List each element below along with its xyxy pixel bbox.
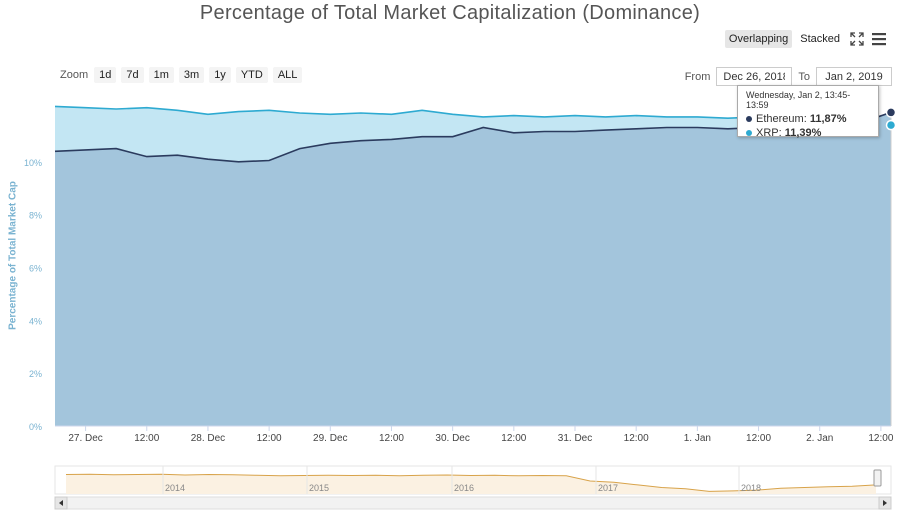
y-tick-label: 4%	[29, 316, 42, 326]
zoom-1d-button[interactable]: 1d	[94, 67, 117, 83]
zoom-1m-button[interactable]: 1m	[148, 67, 174, 83]
x-tick-label: 12:00	[868, 433, 893, 444]
tooltip-row-ethereum: Ethereum: 11,87%	[746, 112, 870, 126]
y-axis-title: Percentage of Total Market Cap	[7, 181, 19, 330]
navigator-x-label: 2018	[741, 483, 761, 493]
scrollbar-track[interactable]	[54, 496, 892, 510]
y-tick-label: 10%	[24, 158, 42, 168]
zoom-label: Zoom	[60, 69, 89, 81]
from-label: From	[684, 70, 711, 83]
chart-title: Percentage of Total Market Capitalizatio…	[199, 2, 701, 24]
xrp-hover-marker[interactable]	[885, 119, 897, 131]
ethereum-dot-icon	[746, 116, 752, 123]
zoom-all-button[interactable]: ALL	[272, 67, 303, 83]
zoom-3m-button[interactable]: 3m	[178, 67, 205, 83]
zoom-1y-button[interactable]: 1y	[209, 67, 231, 83]
zoom-ytd-button[interactable]: YTD	[235, 67, 268, 83]
x-tick-label: 12:00	[501, 433, 526, 444]
navigator-x-label: 2016	[454, 483, 474, 493]
y-tick-label: 2%	[29, 369, 42, 379]
x-tick-label: 12:00	[134, 433, 159, 444]
ethereum-hover-marker[interactable]	[885, 107, 897, 118]
navigator-x-label: 2017	[598, 483, 618, 493]
tooltip-series-value: 11,87%	[809, 113, 847, 125]
x-tick-label: 29. Dec	[313, 433, 347, 444]
navigator-x-label: 2014	[165, 483, 185, 493]
stacked-button[interactable]: Stacked	[796, 30, 844, 48]
navigator-x-label: 2015	[309, 483, 329, 493]
x-tick-label: 30. Dec	[435, 433, 469, 444]
x-tick-label: 2. Jan	[806, 433, 833, 444]
x-tick-label: 31. Dec	[558, 433, 592, 444]
from-date-input[interactable]	[716, 67, 793, 86]
xrp-dot-icon	[746, 130, 752, 137]
x-tick-label: 27. Dec	[68, 433, 102, 444]
tooltip-header: Wednesday, Jan 2, 13:45-13:59	[746, 90, 851, 110]
expand-icon[interactable]	[848, 30, 866, 48]
tooltip-series-value: 11,39%	[784, 127, 822, 139]
zoom-bar: Zoom 1d 7d 1m 3m 1y YTD ALL	[60, 67, 305, 83]
tooltip-row-xrp: XRP: 11,39%	[746, 126, 870, 140]
view-toggle: Overlapping Stacked	[724, 30, 888, 48]
x-tick-label: 12:00	[379, 433, 404, 444]
tooltip-series-name: Ethereum	[756, 113, 804, 125]
x-tick-label: 12:00	[624, 433, 649, 444]
y-tick-label: 0%	[29, 422, 42, 432]
tooltip-series-name: XRP	[756, 127, 779, 139]
x-tick-label: 12:00	[746, 433, 771, 444]
navigator-line	[65, 473, 877, 492]
x-tick-label: 1. Jan	[684, 433, 711, 444]
scroll-left-arrow-icon	[59, 500, 63, 506]
x-tick-label: 28. Dec	[191, 433, 225, 444]
x-tick-label: 12:00	[257, 433, 282, 444]
navigator-handle[interactable]	[873, 469, 882, 487]
hamburger-menu-icon[interactable]	[870, 30, 888, 48]
scroll-right-arrow-icon	[883, 500, 887, 506]
ethereum-area	[55, 112, 891, 427]
y-tick-label: 6%	[29, 264, 42, 274]
zoom-7d-button[interactable]: 7d	[121, 67, 144, 83]
navigator-area	[66, 474, 876, 494]
to-label: To	[798, 70, 810, 83]
y-tick-label: 8%	[29, 211, 42, 221]
overlapping-button[interactable]: Overlapping	[724, 30, 793, 48]
tooltip: Wednesday, Jan 2, 13:45-13:59 Ethereum: …	[737, 85, 879, 140]
